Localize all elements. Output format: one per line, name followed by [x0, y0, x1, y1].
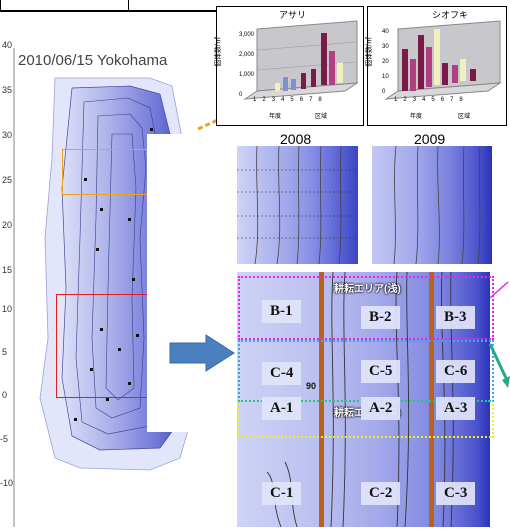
asari-plot	[243, 20, 359, 100]
panel-2008	[237, 146, 358, 264]
y-tick: 35	[2, 85, 13, 95]
top-table-strip	[0, 0, 216, 12]
contour-value: 90	[306, 381, 317, 391]
x-tick: 4	[281, 97, 291, 103]
y-tick: 40	[382, 29, 389, 35]
shiofuki-x-labels: 12345678	[394, 97, 469, 103]
x-tick: 2	[403, 97, 413, 103]
x-tick: 2	[262, 97, 272, 103]
y-tick: -5	[0, 434, 9, 444]
y-tick: 40	[2, 40, 13, 50]
zone-label-a2: A-2	[361, 397, 401, 420]
map-title: 2010/06/15 Yokohama	[18, 52, 168, 69]
y-tick: 20	[2, 220, 13, 230]
orange-highlight-box	[62, 149, 156, 195]
red-highlight-box	[56, 294, 160, 398]
x-tick: 6	[299, 97, 310, 103]
y-tick: 2,000	[239, 52, 255, 58]
chart-title: アサリ	[279, 10, 307, 20]
x-tick: 4	[422, 97, 432, 103]
y-tick: 0	[239, 92, 243, 98]
zone-label-c6: C-6	[436, 360, 476, 383]
x-tick: 5	[290, 97, 300, 103]
contour-3	[105, 133, 137, 401]
y-tick: 10	[2, 304, 13, 314]
zone-label-a1: A-1	[262, 397, 302, 420]
x-tick: 3	[412, 97, 423, 103]
y-tick: 30	[382, 44, 389, 50]
zone-label-a3: A-3	[436, 397, 476, 420]
contours-2009	[393, 146, 481, 264]
contours-2008	[237, 146, 358, 264]
zone-label-b3: B-3	[436, 306, 475, 329]
y-tick: 0	[382, 89, 386, 95]
block-arrow	[169, 334, 235, 372]
shiofuki-plot	[384, 20, 502, 100]
year-label-2008: 2008	[280, 131, 312, 147]
zone-label-c2: C-2	[361, 482, 401, 505]
panel-2009	[372, 146, 492, 264]
inset-chart-asari: アサリ 個体数/㎡ 3,000 2,000 1,000 0 12345678 年…	[215, 6, 364, 126]
x-tick: 8	[459, 97, 469, 103]
shiofuki-y-ticks: 40 30 20 10 0	[382, 25, 389, 100]
map-mask	[147, 134, 239, 432]
table-divider	[128, 0, 129, 10]
y-tick: 30	[2, 130, 13, 140]
asari-y-ticks: 3,000 2,000 1,000 0	[239, 25, 254, 105]
side-pointers	[488, 281, 510, 388]
yellow-zone-outline	[238, 404, 494, 438]
asari-x-axis-b: 区域	[315, 114, 328, 120]
rope-left	[319, 272, 324, 527]
shiofuki-x-axis-a: 年度	[410, 114, 423, 120]
x-tick: 1	[394, 97, 404, 103]
asari-x-axis-a: 年度	[269, 114, 282, 120]
table-left-edge	[0, 0, 1, 10]
y-tick: -10	[0, 478, 14, 488]
zone-label-b1: B-1	[262, 300, 301, 323]
rope-right	[429, 272, 434, 527]
x-tick: 8	[318, 97, 328, 103]
zone-label-b2: B-2	[361, 306, 400, 329]
x-tick: 7	[450, 97, 460, 103]
map-y-ticks: 40 35 30 25 20 15 10 5 0 -5 -10	[0, 38, 14, 527]
zone-label-c1: C-1	[262, 482, 302, 505]
chart-title: シオフキ	[432, 10, 469, 20]
x-tick: 7	[309, 97, 319, 103]
zone-label-c5: C-5	[361, 360, 401, 383]
asari-x-labels: 12345678	[253, 97, 328, 103]
zone-label-c3: C-3	[436, 482, 476, 505]
y-tick: 10	[382, 74, 389, 80]
y-tick: 0	[2, 390, 8, 400]
x-tick: 1	[253, 97, 263, 103]
y-tick: 1,000	[239, 72, 255, 78]
zone-label-c4: C-4	[262, 362, 302, 385]
y-tick: 15	[2, 265, 13, 275]
shiofuki-x-axis-b: 区域	[458, 114, 471, 120]
magenta-zone-outline	[238, 276, 494, 340]
x-tick: 5	[431, 97, 441, 103]
y-tick: 3,000	[239, 32, 255, 38]
y-tick: 20	[382, 59, 389, 65]
y-tick: 25	[2, 175, 13, 185]
contour-2	[91, 113, 147, 419]
year-label-2009: 2009	[414, 131, 446, 147]
y-tick: 5	[2, 347, 8, 357]
area-tag-shallow: 耕耘エリア(浅)	[334, 284, 401, 295]
x-tick: 6	[440, 97, 451, 103]
x-tick: 3	[271, 97, 282, 103]
inset-chart-shiofuki: シオフキ 個体数/㎡ 40 30 20 10 0 12345678 年度 区域	[366, 6, 507, 126]
